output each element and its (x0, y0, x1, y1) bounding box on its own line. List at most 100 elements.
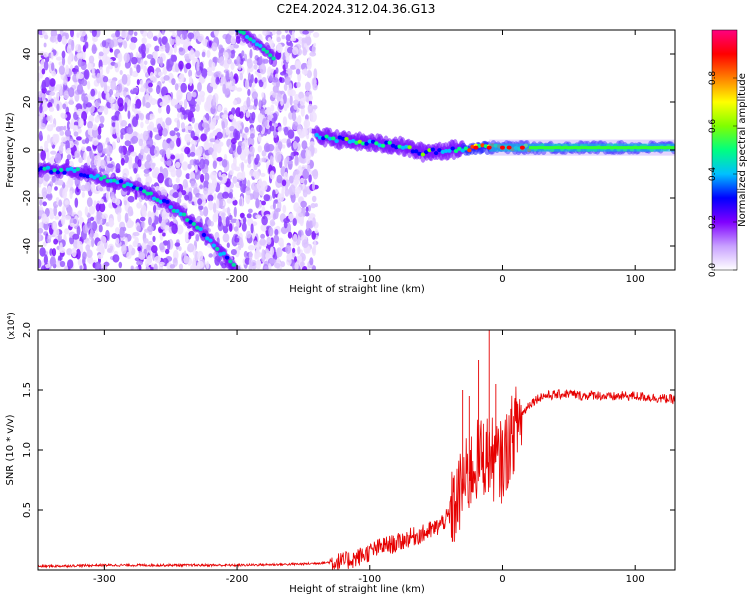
noise-speckle (80, 146, 86, 151)
noise-speckle (124, 140, 131, 147)
noise-speckle (276, 36, 282, 43)
noise-speckle (92, 136, 99, 146)
noise-speckle (103, 261, 110, 267)
noise-speckle (265, 145, 270, 152)
noise-speckle (68, 99, 74, 105)
noise-speckle (307, 30, 314, 34)
noise-speckle (212, 160, 217, 169)
track-core (351, 139, 356, 143)
noise-speckle (161, 36, 168, 45)
noise-speckle (313, 68, 318, 79)
noise-speckle (283, 171, 289, 182)
noise-speckle (251, 91, 258, 100)
noise-speckle (208, 253, 213, 258)
noise-speckle (152, 36, 158, 42)
noise-speckle (269, 120, 273, 127)
noise-speckle (94, 261, 102, 270)
track-core (145, 191, 150, 196)
noise-speckle (186, 91, 192, 102)
noise-speckle (58, 145, 64, 155)
noise-speckle (239, 72, 243, 81)
noise-speckle (298, 91, 304, 100)
track-core (370, 139, 376, 144)
noise-speckle (77, 58, 83, 67)
noise-speckle (287, 231, 293, 239)
snr-x-tick-label: -200 (226, 574, 249, 585)
noise-speckle (181, 109, 186, 116)
noise-speckle (140, 30, 144, 35)
track-core (327, 136, 333, 141)
noise-speckle (112, 126, 116, 135)
noise-speckle (305, 149, 312, 160)
noise-speckle (76, 136, 82, 141)
noise-speckle (158, 37, 162, 45)
track-core (132, 185, 137, 190)
track-core (407, 145, 412, 150)
noise-speckle (156, 84, 161, 95)
noise-speckle (111, 141, 116, 150)
noise-speckle (239, 198, 243, 207)
noise-speckle (156, 57, 161, 64)
noise-speckle (150, 162, 155, 170)
track-core (88, 174, 94, 179)
noise-speckle (269, 170, 275, 180)
noise-speckle (245, 111, 251, 118)
track-core (148, 191, 153, 196)
track-core (165, 199, 170, 204)
noise-speckle (165, 148, 171, 160)
noise-speckle (120, 132, 124, 140)
noise-speckle (256, 124, 263, 132)
noise-speckle (197, 198, 203, 206)
noise-speckle (148, 121, 155, 131)
noise-speckle (275, 151, 282, 163)
noise-speckle (203, 206, 209, 217)
noise-speckle (54, 186, 58, 191)
noise-speckle (105, 190, 110, 201)
noise-speckle (59, 260, 66, 268)
noise-speckle (66, 44, 73, 55)
noise-speckle (103, 81, 108, 93)
spectrogram-y-tick-label: 40 (22, 48, 33, 61)
track-core (480, 143, 485, 148)
noise-speckle (139, 87, 146, 93)
noise-speckle (247, 136, 255, 147)
noise-speckle (75, 43, 82, 53)
noise-speckle (244, 159, 248, 164)
track-core (105, 179, 110, 183)
track-core (59, 167, 64, 172)
noise-speckle (187, 32, 195, 40)
noise-speckle (139, 148, 145, 156)
noise-speckle (245, 193, 251, 204)
noise-speckle (133, 31, 138, 37)
noise-speckle (234, 247, 240, 258)
noise-speckle (241, 132, 246, 138)
noise-speckle (225, 216, 230, 227)
noise-speckle (143, 168, 150, 174)
noise-speckle (58, 65, 65, 75)
noise-speckle (221, 159, 228, 168)
noise-speckle (184, 231, 189, 241)
noise-speckle (64, 129, 71, 137)
noise-speckle (232, 176, 238, 184)
noise-speckle (120, 120, 128, 127)
noise-speckle (282, 204, 287, 214)
track-core (463, 146, 469, 151)
noise-speckle (99, 187, 104, 192)
noise-speckle (220, 73, 225, 79)
noise-speckle (184, 146, 191, 155)
noise-speckle (149, 113, 155, 120)
track-core (69, 166, 74, 171)
track-core (72, 168, 77, 173)
noise-speckle (201, 51, 206, 58)
noise-speckle (110, 79, 117, 91)
noise-speckle (140, 79, 144, 86)
noise-speckle (306, 220, 310, 231)
noise-speckle (250, 156, 254, 161)
noise-speckle (218, 171, 222, 178)
track-core (128, 183, 134, 188)
noise-speckle (244, 146, 250, 157)
noise-speckle (154, 45, 160, 52)
noise-speckle (42, 201, 47, 207)
noise-speckle (99, 105, 105, 111)
noise-speckle (269, 258, 276, 264)
